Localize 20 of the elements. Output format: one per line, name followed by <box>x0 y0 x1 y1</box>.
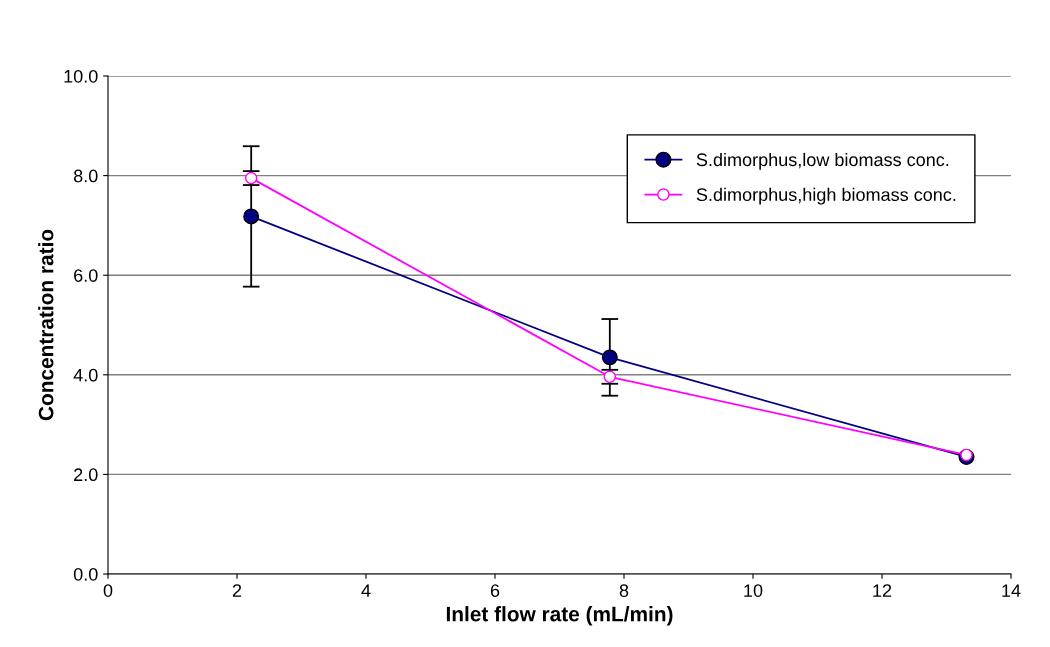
y-tick-label: 8.0 <box>73 169 98 183</box>
y-tick-label: 6.0 <box>74 269 98 282</box>
x-tick-label: 14 <box>1002 584 1021 597</box>
x-tick-label: 8 <box>619 584 629 597</box>
point <box>601 349 618 366</box>
legend-label: S.dimorphus,high biomass conc. <box>696 187 956 205</box>
x-axis-title: Inlet flow rate (mL/min) <box>446 606 673 626</box>
y-tick-label: 4.0 <box>73 368 98 382</box>
y-axis-title: Concentration ratio <box>38 229 54 421</box>
x-tick-label: 0 <box>103 584 113 597</box>
x-tick-label: 6 <box>490 584 500 597</box>
x-tick-label: 4 <box>361 584 371 597</box>
point <box>243 208 260 225</box>
y-tick-label: 0.0 <box>73 567 98 581</box>
x-tick-label: 12 <box>873 584 892 597</box>
y-tick-label: 2.0 <box>74 468 98 482</box>
legend-label: S.dimorphus,low biomass conc. <box>696 152 949 170</box>
y-tick-label: 10.0 <box>64 69 98 83</box>
x-tick-label: 10 <box>744 584 763 597</box>
x-tick-label: 2 <box>232 584 242 597</box>
